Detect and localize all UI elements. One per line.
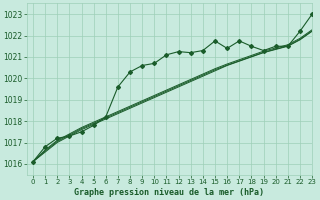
X-axis label: Graphe pression niveau de la mer (hPa): Graphe pression niveau de la mer (hPa) — [75, 188, 265, 197]
